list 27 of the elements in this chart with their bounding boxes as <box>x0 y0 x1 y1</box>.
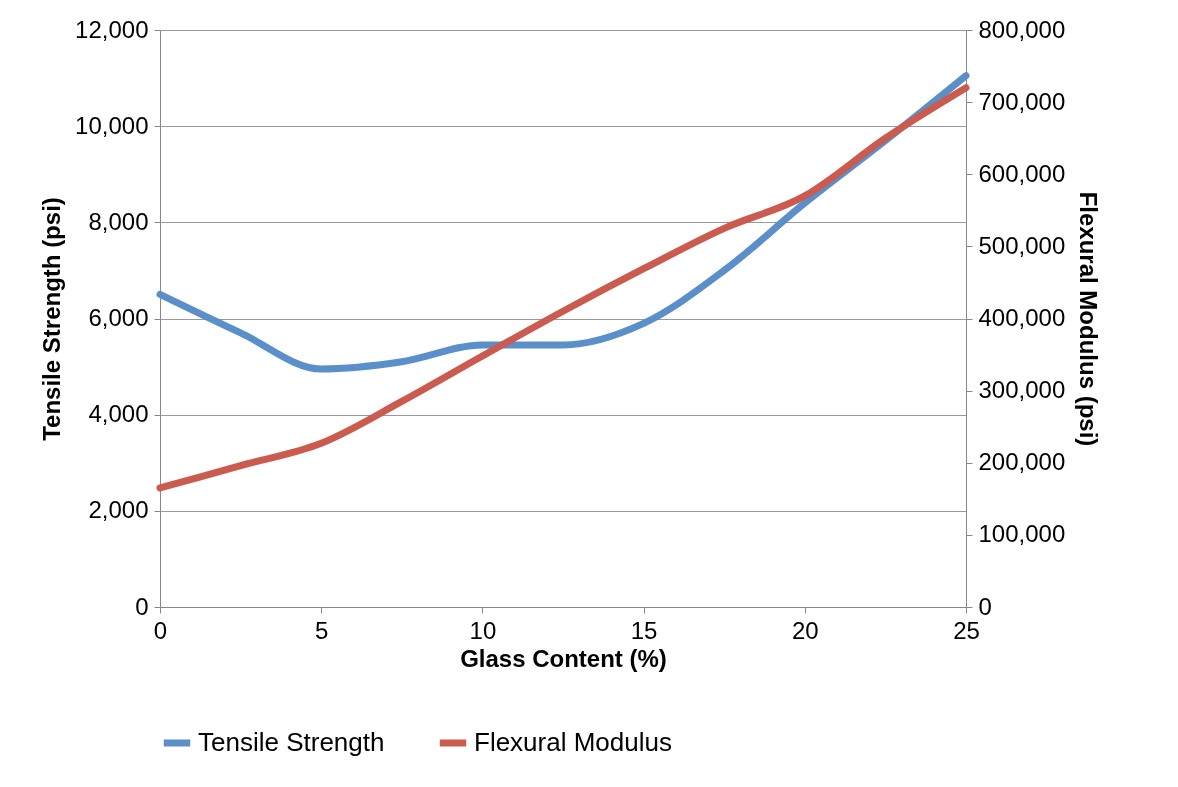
x-tick-label: 25 <box>953 616 980 644</box>
y-tick-label: 8,000 <box>88 207 149 235</box>
y2-tick-label: 800,000 <box>978 15 1066 43</box>
y2-tick-label: 300,000 <box>978 376 1066 404</box>
legend-label: Flexural Modulus <box>474 727 672 757</box>
y-tick-label: 10,000 <box>75 111 149 139</box>
y-tick-label: 4,000 <box>88 400 149 428</box>
y2-tick-label: 100,000 <box>978 520 1066 548</box>
legend-label: Tensile Strength <box>198 727 385 757</box>
y-axis-title: Tensile Strength (psi) <box>38 197 66 441</box>
x-tick-label: 20 <box>791 616 819 644</box>
y-tick-label: 6,000 <box>88 304 149 331</box>
y2-tick-label: 200,000 <box>978 448 1066 476</box>
y2-tick-label: 700,000 <box>978 87 1066 115</box>
x-tick-label: 10 <box>469 616 497 644</box>
x-tick-label: 0 <box>153 616 168 644</box>
y2-tick-label: 600,000 <box>978 159 1066 187</box>
y2-tick-label: 400,000 <box>978 304 1066 331</box>
y-tick-label: 2,000 <box>88 496 149 524</box>
y2-tick-label: 500,000 <box>978 231 1066 259</box>
y2-axis-title: Flexural Modulus (psi) <box>1075 191 1103 447</box>
y2-tick-label: 0 <box>978 592 992 620</box>
x-tick-label: 15 <box>630 616 658 644</box>
y-tick-label: 0 <box>135 592 149 620</box>
x-tick-label: 5 <box>315 616 329 644</box>
y-tick-label: 12,000 <box>75 15 149 43</box>
x-axis-title: Glass Content (%) <box>460 644 667 672</box>
